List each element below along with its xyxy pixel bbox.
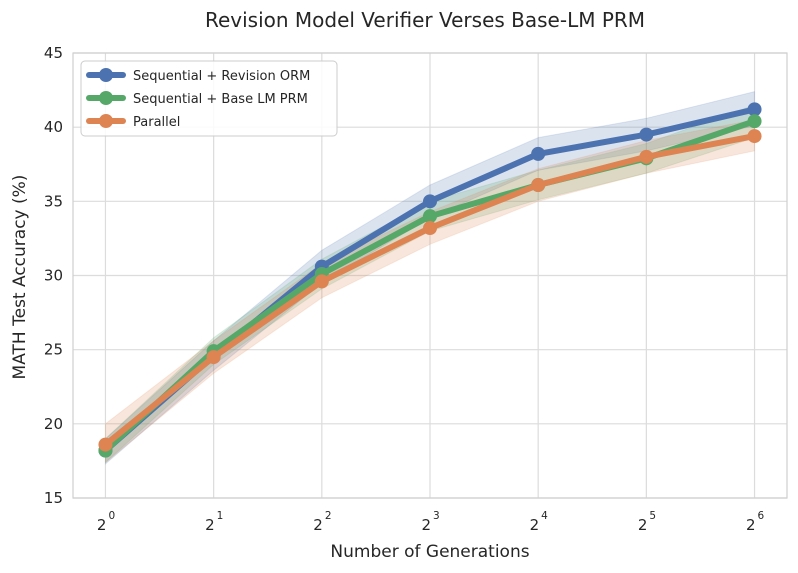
data-point [531,146,546,161]
x-tick-base: 2 [313,516,323,534]
plot-frame [72,52,788,499]
y-axis-label: MATH Test Accuracy (%) [10,175,30,380]
chart-title: Revision Model Verifier Verses Base-LM P… [205,8,645,32]
x-tick-base: 2 [638,516,648,534]
legend-item: Parallel [86,114,180,130]
data-point [423,194,437,209]
x-tick-exponent: 3 [433,510,440,522]
x-tick-exponent: 6 [758,510,765,522]
data-point [747,114,762,129]
legend-label: Sequential + Revision ORM [133,69,310,84]
data-point [531,178,546,193]
data-point [314,274,329,289]
legend-marker [99,91,113,105]
y-tick-label: 25 [44,341,63,359]
y-tick-label: 45 [44,44,63,62]
x-tick-exponent: 2 [325,510,332,522]
data-point [423,209,437,224]
x-tick-exponent: 4 [541,510,548,522]
legend-item: Sequential + Revision ORM [86,68,310,84]
data-point [98,437,113,452]
x-tick-exponent: 0 [108,510,115,522]
x-tick-base: 2 [746,516,756,534]
legend-label: Parallel [133,115,180,130]
legend-marker [99,68,113,82]
x-tick-exponent: 1 [217,510,224,522]
data-point [747,129,762,144]
x-tick-base: 2 [421,516,431,534]
legend-label: Sequential + Base LM PRM [133,92,308,107]
y-tick-label: 30 [44,267,63,285]
x-tick-base: 2 [97,516,107,534]
legend-marker [99,114,113,128]
x-tick-exponent: 5 [649,510,656,522]
y-tick-label: 20 [44,415,63,433]
data-point [206,350,221,365]
data-point [747,102,762,117]
x-axis-label: Number of Generations [330,542,529,562]
y-tick-label: 35 [44,192,63,210]
legend-box [80,60,338,137]
data-point [423,221,437,236]
x-tick-base: 2 [205,516,215,534]
y-tick-label: 40 [44,118,63,136]
x-tick-base: 2 [530,516,540,534]
data-point [639,127,654,142]
data-point [639,149,654,164]
legend-item: Sequential + Base LM PRM [86,91,308,107]
legend: Sequential + Revision ORM Sequential + Ba… [80,60,338,137]
y-tick-label: 15 [44,489,63,507]
